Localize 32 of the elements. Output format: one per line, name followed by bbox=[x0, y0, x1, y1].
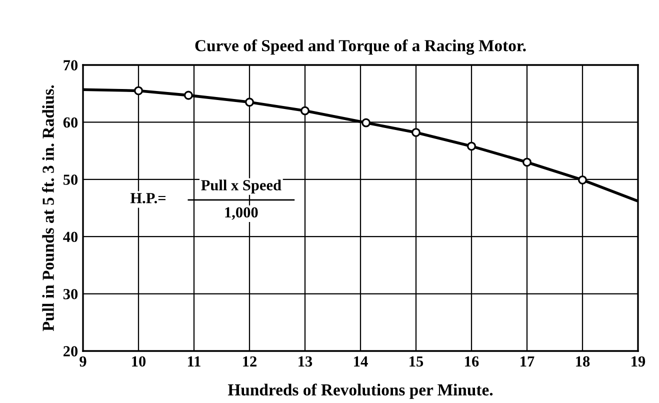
chart-title: Curve of Speed and Torque of a Racing Motor. bbox=[195, 39, 526, 55]
x-tick-label: 10 bbox=[132, 356, 146, 367]
point bbox=[466, 142, 476, 151]
x-tick-label: 9 bbox=[80, 356, 86, 367]
x-tick-label: 19 bbox=[632, 356, 646, 367]
y-tick-label: 50 bbox=[63, 174, 78, 185]
point bbox=[362, 118, 371, 128]
x-axis-title: Hundreds of Revolutions per Minute. bbox=[228, 384, 493, 399]
x-tick-label: 15 bbox=[410, 356, 424, 367]
x-tick-label: 12 bbox=[243, 356, 256, 366]
y-tick-label: 70 bbox=[64, 60, 78, 70]
y-tick-label: 60 bbox=[63, 117, 78, 128]
point bbox=[134, 86, 144, 96]
x-tick-label: 13 bbox=[298, 356, 312, 367]
annotation: 1,000 bbox=[225, 207, 258, 220]
point bbox=[522, 158, 532, 167]
point bbox=[578, 175, 588, 184]
annotation: Pull x Speed bbox=[201, 180, 282, 194]
x-tick-label: 18 bbox=[576, 356, 590, 367]
x-tick-label: 17 bbox=[520, 356, 534, 366]
x-tick-label: 11 bbox=[188, 356, 200, 366]
point bbox=[244, 98, 254, 107]
point bbox=[300, 106, 310, 116]
point bbox=[411, 128, 421, 138]
y-axis-title: Pull in Pounds at 5 ft. 3 in. Radius. bbox=[42, 85, 54, 332]
annotation: H.P.= bbox=[130, 193, 166, 204]
y-tick-label: 40 bbox=[63, 232, 78, 242]
y-tick-label: 20 bbox=[64, 346, 78, 356]
x-tick-label: 16 bbox=[465, 356, 479, 367]
x-tick-label: 14 bbox=[354, 356, 368, 366]
point bbox=[184, 90, 193, 100]
y-tick-label: 30 bbox=[63, 288, 78, 300]
